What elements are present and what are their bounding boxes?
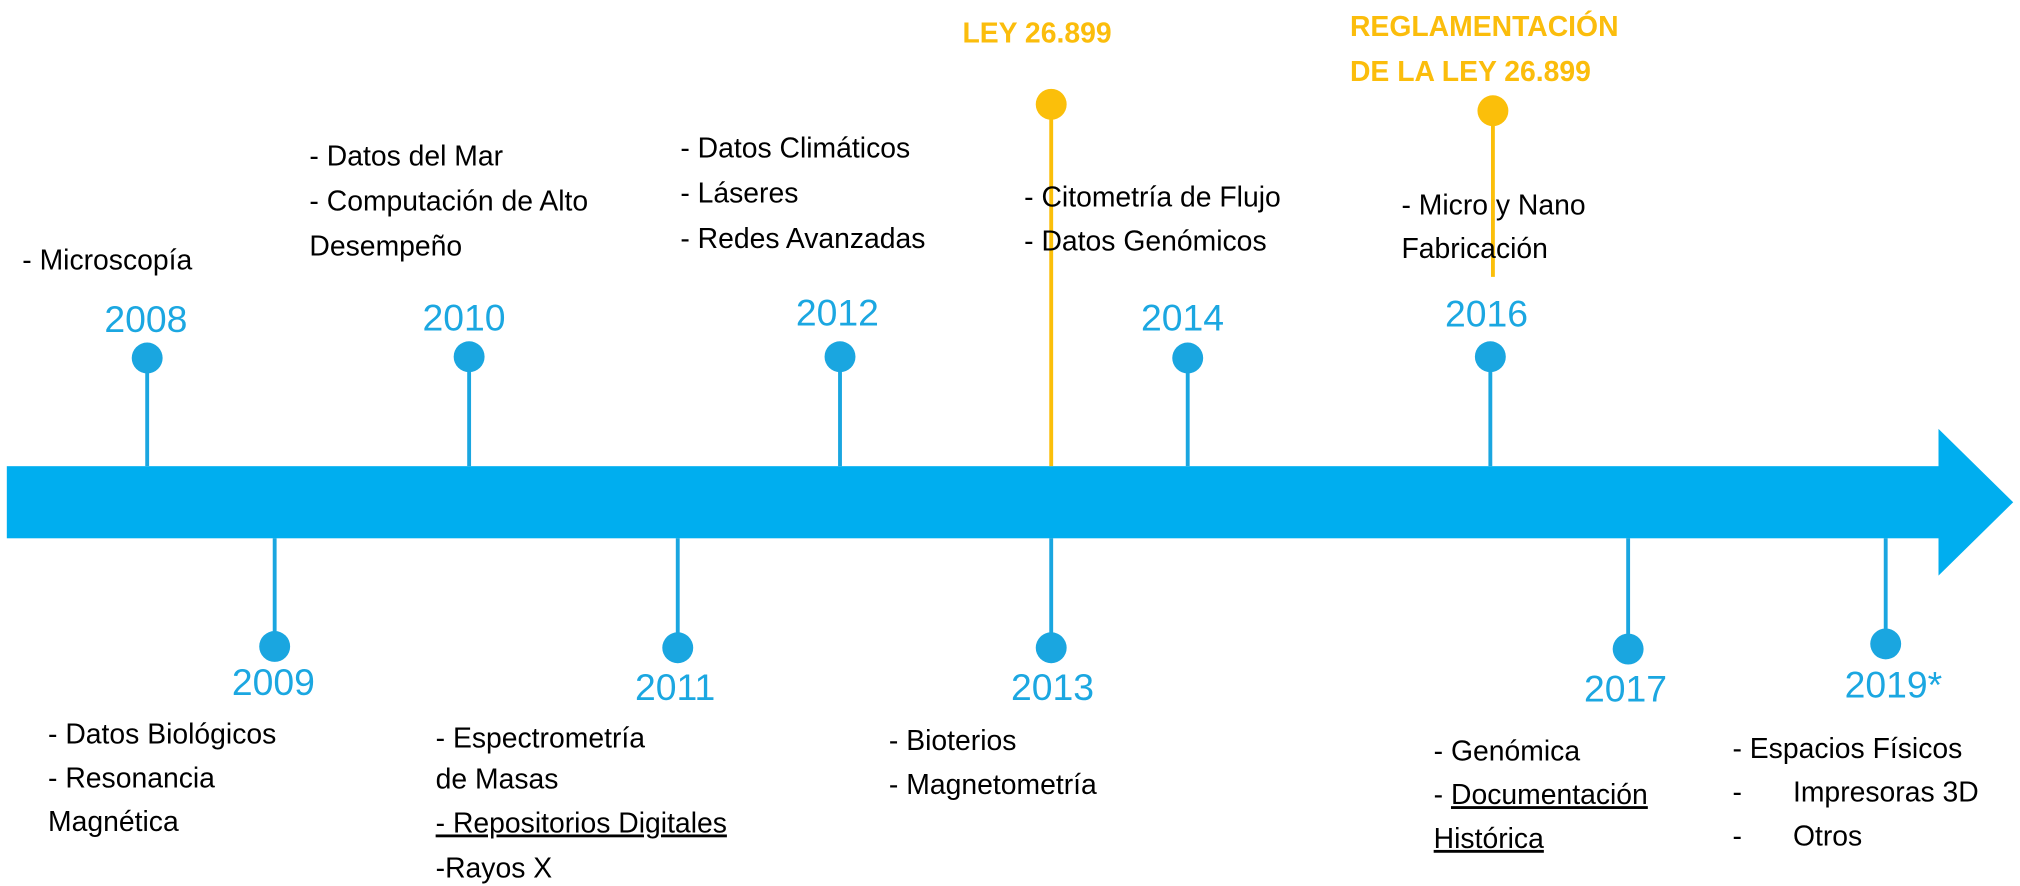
event-dot	[259, 631, 291, 662]
event-item: - Datos Genómicos	[1024, 226, 1266, 258]
event-item-text: Documentación	[1451, 780, 1648, 812]
event-item: - Impresoras 3D	[1732, 777, 1978, 809]
event-item-text: - Datos Genómicos	[1024, 226, 1266, 258]
event-item-text: -	[1434, 780, 1451, 812]
event-item-text: Otros	[1793, 821, 1862, 853]
event-item: - Datos del Mar	[309, 141, 503, 173]
event-item: Fabricación	[1401, 234, 1547, 266]
event-year: 2011	[635, 666, 715, 708]
event-item-text: - Citometría de Flujo	[1024, 182, 1281, 214]
event-year: 2019*	[1845, 664, 1943, 706]
event-item: Desempeño	[309, 231, 462, 263]
event-year: 2012	[796, 291, 879, 333]
event-dot	[662, 632, 694, 664]
event-item: - Computación de Alto	[309, 186, 588, 218]
event-dot	[453, 341, 485, 373]
event-dot	[131, 342, 163, 374]
event-dot	[1612, 633, 1644, 665]
event-item-text: -	[1732, 777, 1741, 809]
event-item: - Genómica	[1434, 736, 1581, 768]
event-item: - Espectrometría	[436, 723, 646, 755]
event-item: - Datos Biológicos	[48, 719, 276, 751]
event-item: - Micro y Nano	[1401, 190, 1585, 222]
event-item-text: -	[1732, 821, 1741, 853]
event-item: - Citometría de Flujo	[1024, 182, 1281, 214]
law-label: LEY 26.899	[962, 17, 1111, 49]
event-item: - Magnetometría	[889, 769, 1097, 801]
event-item: -Rayos X	[436, 853, 553, 885]
event-item-text: - Redes Avanzadas	[680, 223, 925, 255]
event-item-text: Impresoras 3D	[1793, 777, 1979, 809]
event-year: 2010	[422, 297, 505, 339]
event-dot	[1035, 632, 1067, 664]
event-item-text: Fabricación	[1401, 234, 1547, 266]
event-item-text: - Computación de Alto	[309, 186, 588, 218]
event-year: 2017	[1584, 667, 1667, 709]
event-item: Magnética	[48, 807, 179, 839]
law-label: DE LA LEY 26.899	[1350, 56, 1591, 88]
event-item-text: - Magnetometría	[889, 769, 1097, 801]
event-item-text: - Láseres	[680, 178, 798, 210]
event-item: - Datos Climáticos	[680, 133, 910, 165]
event-dot	[824, 341, 856, 373]
event-item: - Láseres	[680, 178, 798, 210]
event-item-text: -Rayos X	[436, 853, 553, 885]
event-item: - Otros	[1732, 821, 1862, 853]
event-item: - Repositorios Digitales	[436, 808, 727, 840]
event-item: - Bioterios	[889, 726, 1017, 758]
event-year: 2013	[1011, 666, 1094, 708]
event-item: Histórica	[1434, 823, 1544, 855]
event-item-text: Histórica	[1434, 823, 1544, 855]
law-dot	[1477, 95, 1509, 127]
event-item-text: - Genómica	[1434, 736, 1581, 768]
event-item-text: - Espectrometría	[436, 723, 646, 755]
event-item-text: - Repositorios Digitales	[436, 808, 727, 840]
event-dot	[1172, 342, 1204, 374]
event-item: - Redes Avanzadas	[680, 223, 925, 255]
event-dot	[1870, 628, 1902, 660]
event-item: - Espacios Físicos	[1732, 733, 1962, 765]
event-year: 2009	[232, 661, 315, 703]
event-year: 2014	[1141, 297, 1224, 339]
event-item-text: - Datos Climáticos	[680, 133, 910, 165]
event-item-text: de Masas	[436, 764, 559, 796]
event-item-text: Magnética	[48, 807, 179, 839]
timeline-arrowhead	[1938, 428, 2014, 576]
event-item: - Microscopía	[22, 245, 192, 277]
event-item: de Masas	[436, 764, 559, 796]
event-item-text: - Microscopía	[22, 245, 192, 277]
law-label: REGLAMENTACIÓN	[1350, 11, 1619, 43]
event-item-text: - Espacios Físicos	[1732, 733, 1962, 765]
event-item-text: - Datos Biológicos	[48, 719, 276, 751]
event-item: - Resonancia	[48, 763, 215, 795]
law-dot	[1035, 88, 1067, 120]
event-item-text: Desempeño	[309, 231, 462, 263]
timeline-bar	[6, 466, 1942, 539]
event-item-text: - Bioterios	[889, 726, 1017, 758]
event-year: 2016	[1445, 293, 1528, 335]
event-year: 2008	[104, 298, 187, 340]
event-dot	[1474, 341, 1506, 373]
event-item-text: - Micro y Nano	[1401, 190, 1585, 222]
event-item-text: - Resonancia	[48, 763, 215, 795]
event-item-text: - Datos del Mar	[309, 141, 503, 173]
event-item: - Documentación	[1434, 780, 1648, 812]
